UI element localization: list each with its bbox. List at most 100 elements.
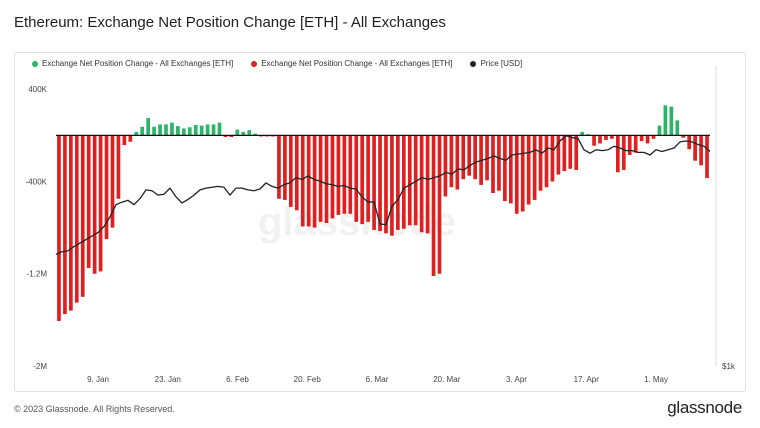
bar — [657, 125, 662, 136]
bar — [116, 135, 121, 199]
bar — [74, 135, 79, 303]
bar — [223, 135, 228, 138]
bar — [164, 124, 168, 136]
copyright-text: © 2023 Glassnode. All Rights Reserved. — [14, 404, 175, 414]
legend-item-inflow[interactable]: Exchange Net Position Change - All Excha… — [32, 59, 233, 68]
bar — [699, 135, 703, 166]
bar — [134, 131, 139, 136]
bar — [574, 135, 579, 170]
bar — [128, 135, 133, 142]
bar — [401, 135, 406, 229]
bar — [627, 135, 632, 155]
bar — [693, 135, 697, 161]
glassnode-logo: glassnode — [667, 398, 742, 417]
x-tick-label: 6. Mar — [366, 375, 389, 384]
bar — [681, 135, 686, 138]
x-tick-label: 23. Jan — [155, 375, 181, 384]
bar — [497, 135, 501, 191]
bar — [176, 126, 180, 136]
bar — [633, 135, 638, 153]
bar — [57, 135, 61, 322]
bar — [193, 124, 198, 136]
bar — [384, 135, 388, 234]
bar — [610, 135, 614, 139]
bar — [86, 135, 91, 268]
bar — [621, 135, 626, 170]
bar — [550, 135, 555, 182]
bar — [687, 135, 692, 150]
bar — [235, 129, 240, 136]
bar — [705, 135, 709, 179]
bar — [348, 135, 353, 214]
y-tick-label: -1.2M — [27, 270, 48, 279]
bar — [289, 135, 293, 207]
bar — [181, 128, 186, 136]
bar — [491, 135, 495, 194]
bar — [366, 135, 370, 222]
legend-dot-black — [470, 60, 477, 67]
bar — [538, 135, 543, 191]
x-tick-label: 20. Mar — [433, 375, 460, 384]
bar — [485, 135, 489, 181]
bar — [645, 135, 650, 144]
x-tick-label: 17. Apr — [574, 375, 600, 384]
x-tick-label: 1. May — [644, 375, 668, 384]
legend-label-inflow: Exchange Net Position Change - All Excha… — [42, 59, 234, 68]
bar — [330, 135, 335, 219]
bar — [146, 118, 150, 136]
bar — [556, 135, 561, 175]
bar — [651, 135, 656, 139]
bar — [277, 135, 281, 199]
bar — [306, 135, 311, 227]
bar — [390, 135, 394, 236]
x-tick-label: 20. Feb — [294, 375, 322, 384]
bar — [568, 135, 573, 169]
bar — [562, 135, 567, 172]
bar — [396, 135, 400, 230]
bar — [199, 125, 204, 136]
bar — [342, 135, 347, 214]
bar — [229, 135, 234, 138]
bar — [217, 122, 222, 136]
bar — [419, 135, 424, 233]
legend-label-price: Price [USD] — [480, 59, 523, 68]
bar — [312, 135, 317, 228]
bar — [407, 135, 412, 226]
bar — [63, 135, 67, 315]
bar — [508, 135, 513, 204]
bar — [104, 135, 109, 240]
bar — [152, 126, 156, 136]
bar — [598, 135, 602, 144]
bar — [663, 105, 668, 136]
bar — [378, 135, 382, 232]
bar — [544, 135, 549, 188]
bar — [211, 124, 216, 136]
legend-item-outflow[interactable]: Exchange Net Position Change - All Excha… — [251, 59, 452, 68]
x-tick-label: 9. Jan — [87, 375, 109, 384]
bar — [604, 135, 608, 140]
x-tick-label: 6. Feb — [226, 375, 249, 384]
chart-legend: Exchange Net Position Change - All Excha… — [32, 59, 522, 68]
bar — [360, 135, 365, 225]
bar — [455, 135, 460, 190]
bar — [532, 135, 537, 200]
y-tick-label: 400K — [28, 85, 47, 94]
chart-title: Ethereum: Exchange Net Position Change [… — [14, 14, 446, 31]
bar — [324, 135, 329, 223]
bar — [253, 133, 258, 136]
bar — [425, 135, 430, 234]
bar — [122, 135, 127, 146]
bar — [503, 135, 507, 202]
legend-item-price[interactable]: Price [USD] — [470, 59, 522, 68]
legend-dot-red — [251, 60, 258, 67]
bar — [283, 135, 287, 200]
bar — [247, 130, 252, 136]
bar — [354, 135, 359, 222]
bar — [580, 131, 585, 136]
x-tick-label: 3. Apr — [506, 375, 527, 384]
bar — [431, 135, 436, 277]
y-right-tick-label: $1k — [722, 362, 736, 371]
chart-frame — [14, 52, 746, 392]
legend-dot-green — [32, 60, 38, 67]
